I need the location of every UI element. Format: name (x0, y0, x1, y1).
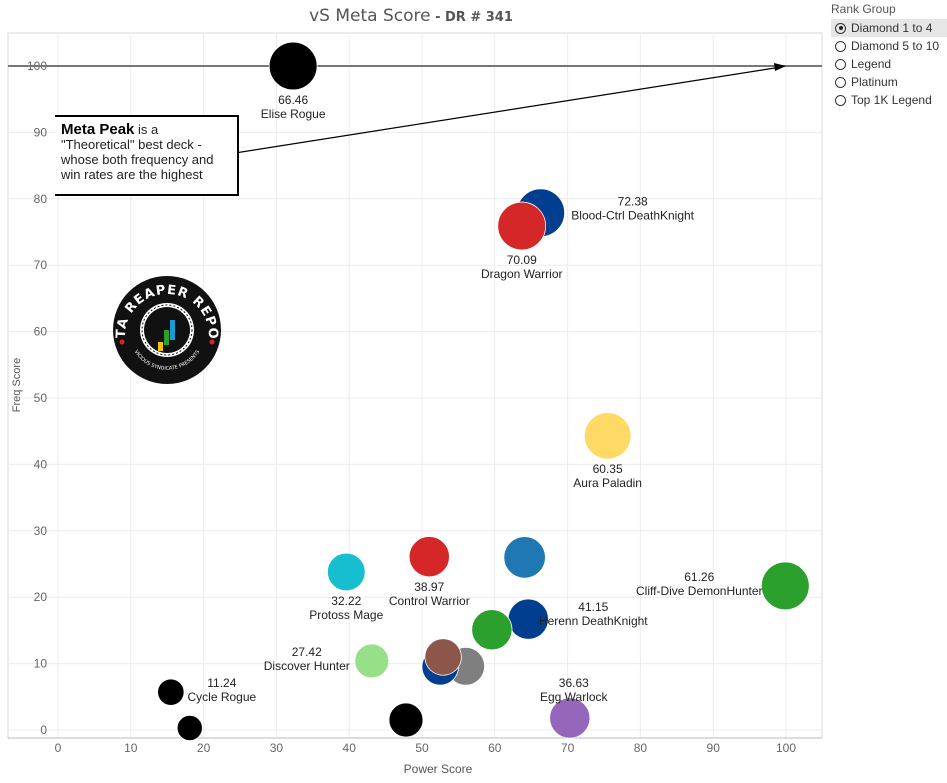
x-tick-label: 50 (415, 741, 429, 755)
bubble-score-label: 70.09 (507, 253, 537, 267)
bubble-name-label: Cliff-Dive DemonHunter (636, 584, 763, 598)
bubble-discover-hunter (354, 643, 390, 679)
bubble-name-label: Dragon Warrior (481, 267, 563, 281)
radio-icon[interactable] (835, 40, 846, 52)
y-tick-label: 80 (34, 192, 48, 206)
bubble-name-label: Elise Rogue (261, 107, 326, 121)
logo-bar (164, 330, 169, 345)
bubble-name-label: Control Warrior (389, 594, 470, 608)
y-tick-label: 50 (34, 391, 48, 405)
x-tick-label: 40 (343, 741, 357, 755)
bubble-elise-rogue (268, 41, 318, 91)
bubble-score-label: 38.97 (414, 580, 444, 594)
bubble-score-label: 36.63 (559, 676, 589, 690)
x-axis-title: Power Score (404, 762, 473, 776)
star-icon (119, 339, 125, 345)
meta-peak-annotation: Meta Peak is a "Theoretical" best deck -… (55, 115, 239, 196)
x-tick-label: 10 (124, 741, 138, 755)
rank-option-top-1k-legend[interactable]: Top 1K Legend (831, 91, 947, 109)
data-reaper-report-logo: DATA REAPER REPORTVICIOUS SYNDICATE PRES… (113, 276, 221, 384)
bubble-dragon-warrior (497, 201, 547, 251)
arrow-line (234, 66, 779, 154)
star-icon (209, 339, 215, 345)
radio-icon[interactable] (835, 58, 846, 70)
y-tick-label: 0 (40, 723, 47, 737)
rank-option-legend[interactable]: Legend (831, 55, 947, 73)
bubble-score-label: 72.38 (618, 195, 648, 209)
bubble-aura-paladin (583, 412, 632, 460)
y-tick-label: 60 (34, 325, 48, 339)
bubble-name-label: Blood-Ctrl DeathKnight (571, 209, 694, 223)
rank-group-filter: Rank Group Diamond 1 to 4 Diamond 5 to 10… (831, 2, 947, 109)
radio-icon[interactable] (835, 76, 846, 88)
bubble-score-label: 60.35 (593, 462, 623, 476)
bubble-unlabeled (388, 702, 424, 738)
bubble-control-warrior (408, 536, 450, 578)
bubble-score-label: 11.24 (207, 676, 236, 690)
y-tick-label: 90 (34, 125, 48, 139)
x-tick-label: 20 (197, 741, 211, 755)
x-tick-label: 90 (707, 741, 721, 755)
x-tick-label: 100 (776, 741, 796, 755)
y-axis-title: Freq Score (11, 358, 23, 412)
bubble-name-label: Protoss Mage (309, 608, 383, 622)
chart-title: vS Meta Score - DR # 341 (309, 6, 513, 26)
logo-dots (141, 304, 193, 356)
rank-option-platinum[interactable]: Platinum (831, 73, 947, 91)
bubble-protoss-mage (326, 552, 366, 592)
x-tick-label: 60 (488, 741, 502, 755)
rank-option-diamond-1-to-4[interactable]: Diamond 1 to 4 (831, 19, 947, 37)
bubble-name-label: Aura Paladin (573, 476, 642, 490)
bubble-name-label: Egg Warlock (540, 690, 609, 704)
logo-bar (170, 320, 175, 340)
x-tick-label: 30 (270, 741, 284, 755)
y-tick-label: 30 (34, 524, 48, 538)
rank-option-diamond-5-to-10[interactable]: Diamond 5 to 10 (831, 37, 947, 55)
bubble-score-label: 27.42 (292, 645, 322, 659)
title-sub: DR # 341 (445, 10, 513, 25)
x-tick-label: 0 (55, 741, 62, 755)
bubble-egg-warlock (549, 697, 591, 739)
bubble-unlabeled (176, 715, 203, 742)
bubble-score-label: 32.22 (331, 594, 361, 608)
y-tick-label: 40 (34, 457, 48, 471)
logo-bar (158, 342, 163, 351)
radio-icon[interactable] (835, 22, 846, 34)
bubble-name-label: Herenn DeathKnight (539, 614, 648, 628)
title-main: vS Meta Score (309, 6, 431, 26)
y-tick-label: 10 (34, 657, 48, 671)
bubble-name-label: Cycle Rogue (187, 690, 256, 704)
bubble-unlabeled (471, 609, 513, 651)
y-tick-label: 20 (34, 590, 48, 604)
radio-icon[interactable] (835, 94, 846, 106)
bubble-unlabeled (503, 536, 546, 579)
bubble-cycle-rogue (157, 678, 185, 706)
arrow-head-icon (774, 63, 786, 71)
y-tick-label: 70 (34, 258, 48, 272)
bubble-score-label: 41.15 (578, 600, 608, 614)
bubble-unlabeled (424, 638, 462, 676)
bubble-name-label: Discover Hunter (264, 659, 350, 673)
bubble-score-label: 66.46 (278, 93, 308, 107)
bubble-score-label: 61.26 (684, 570, 714, 584)
filter-title: Rank Group (831, 2, 896, 16)
x-tick-label: 80 (634, 741, 648, 755)
x-tick-label: 70 (561, 741, 575, 755)
bubble-cliff-dive-demonhunter (760, 561, 810, 611)
